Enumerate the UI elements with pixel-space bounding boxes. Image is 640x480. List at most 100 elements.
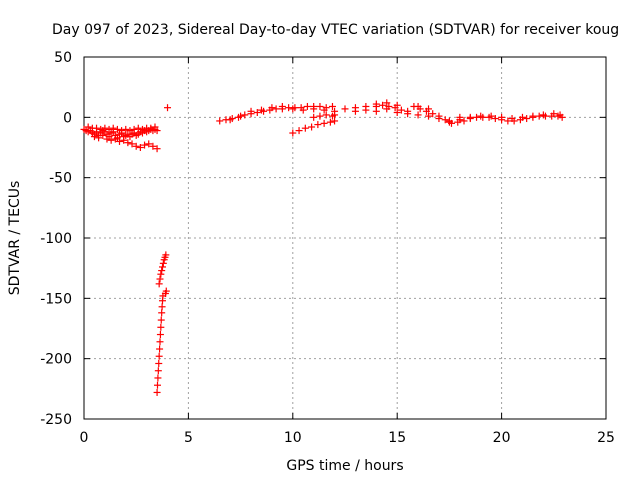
data-point — [153, 381, 161, 389]
data-point — [320, 119, 328, 127]
data-point — [155, 280, 163, 288]
tick-labels: 0 5 10 15 20 25 50 0 -50 -100 -150 -200 -250 — [40, 50, 615, 446]
data-point — [162, 287, 170, 295]
data-point — [351, 107, 359, 115]
data-point — [310, 105, 318, 113]
data-point — [99, 131, 107, 139]
y-axis-label: SDTVAR / TECUs — [7, 181, 23, 296]
data-point — [156, 345, 164, 353]
data-point — [285, 104, 293, 112]
data-point — [278, 102, 286, 110]
data-point — [154, 367, 162, 375]
data-point — [539, 111, 547, 119]
data-point — [111, 135, 119, 143]
data-point — [120, 136, 128, 144]
data-point — [157, 270, 165, 278]
data-point — [397, 106, 405, 114]
data-point — [272, 105, 280, 113]
data-point — [299, 106, 307, 114]
chart-title: Day 097 of 2023, Sidereal Day-to-day VTE… — [52, 22, 619, 38]
data-point — [141, 141, 149, 149]
data-point — [153, 127, 161, 135]
data-point — [90, 133, 98, 141]
x-tick-label: 25 — [597, 430, 615, 446]
data-point — [149, 142, 157, 150]
data-point — [132, 142, 140, 150]
data-point — [383, 105, 391, 113]
data-point — [498, 113, 506, 121]
data-point — [331, 117, 339, 125]
data-point — [445, 118, 453, 126]
data-point — [253, 109, 261, 117]
data-point — [159, 259, 167, 267]
data-point — [310, 113, 318, 121]
data-point — [226, 116, 234, 124]
data-point — [97, 125, 105, 133]
data-point — [466, 113, 474, 121]
data-point — [105, 125, 113, 133]
y-tick-label: -150 — [40, 291, 72, 307]
data-point — [134, 124, 142, 132]
data-point — [316, 112, 324, 120]
data-point — [84, 123, 92, 131]
data-point — [362, 106, 370, 114]
data-point — [508, 115, 516, 123]
data-point — [118, 127, 126, 135]
data-point — [156, 275, 164, 283]
data-point — [107, 136, 115, 144]
y-tick-label: 50 — [54, 50, 72, 66]
data-point — [372, 100, 380, 108]
data-point — [414, 111, 422, 119]
y-tick-label: -100 — [40, 231, 72, 247]
data-point — [518, 113, 526, 121]
data-point — [138, 125, 146, 133]
data-point — [314, 121, 322, 129]
data-point — [147, 124, 155, 132]
data-point — [328, 102, 336, 110]
data-point — [155, 359, 163, 367]
y-tick-label: -250 — [40, 412, 72, 428]
data-point — [157, 316, 165, 324]
data-point — [101, 124, 109, 132]
data-point — [435, 115, 443, 123]
data-point — [115, 137, 123, 145]
data-point — [404, 110, 412, 118]
x-tick-label: 20 — [493, 430, 511, 446]
data-point — [247, 107, 255, 115]
data-point — [128, 140, 136, 148]
data-point — [473, 113, 481, 121]
data-point — [491, 115, 499, 123]
data-point — [103, 135, 111, 143]
data-point — [162, 251, 170, 259]
data-point — [93, 124, 101, 132]
data-point — [257, 106, 265, 114]
x-tick-label: 15 — [388, 430, 406, 446]
data-point — [122, 125, 130, 133]
data-point — [504, 117, 512, 125]
data-point — [393, 109, 401, 117]
data-point — [124, 139, 132, 147]
data-point — [414, 102, 422, 110]
data-point — [95, 134, 103, 142]
data-point — [113, 125, 121, 133]
data-point — [153, 145, 161, 153]
data-point — [550, 110, 558, 118]
x-axis-label: GPS time / hours — [286, 458, 403, 474]
data-points — [80, 99, 566, 396]
data-point — [456, 113, 464, 121]
x-tick-label: 10 — [284, 430, 302, 446]
data-point — [158, 309, 166, 317]
data-point — [289, 129, 297, 137]
data-point — [216, 117, 224, 125]
data-point — [425, 112, 433, 120]
data-point — [155, 352, 163, 360]
data-point — [316, 102, 324, 110]
y-tick-label: 0 — [63, 110, 72, 126]
data-point — [295, 127, 303, 135]
data-point — [379, 101, 387, 109]
data-point — [477, 112, 485, 120]
plot-frame — [83, 56, 607, 420]
data-point — [109, 124, 117, 132]
y-tick-label: -50 — [49, 171, 72, 187]
